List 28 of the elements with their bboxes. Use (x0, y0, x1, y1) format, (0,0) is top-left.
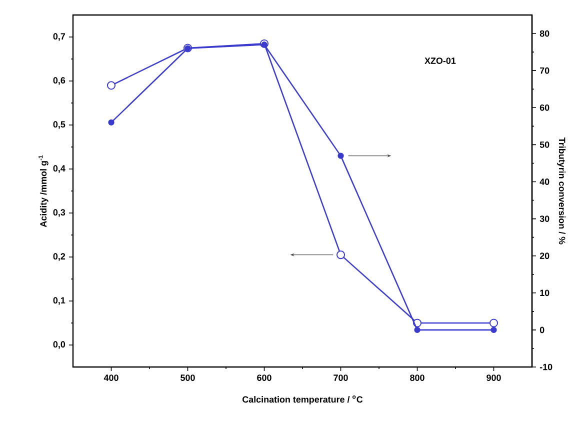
y2-tick-label: 40 (540, 178, 550, 185)
y-tick-label: 0,3 (53, 209, 66, 217)
y-tick-label: 0,2 (53, 253, 66, 261)
y2-tick-label: 50 (540, 142, 550, 148)
y2-axis-title: Tributyrin conversion / % (557, 138, 566, 244)
x-axis-title: Calcination temperature / $^{o}$C (242, 396, 363, 404)
y2-tick-label: 30 (540, 216, 550, 222)
y-tick-label: 0,7 (53, 33, 66, 41)
x-tick-label: 900 (486, 374, 501, 381)
y-tick-label: 0,1 (53, 297, 66, 305)
y2-tick-label: 20 (540, 252, 550, 260)
y2-tick-label: 10 (540, 290, 550, 296)
x-tick-label: 800 (410, 374, 424, 381)
x-tick-label: 700 (334, 374, 348, 381)
x-tick-label: 500 (180, 374, 195, 381)
y-tick-label: 0,4 (53, 165, 66, 173)
y-tick-label: 0,5 (53, 121, 66, 129)
y2-tick-label: -10 (540, 364, 552, 370)
y2-tick-label: 60 (540, 104, 550, 111)
annotation: XZO-01 (424, 58, 456, 64)
x-tick-label: 400 (104, 374, 118, 381)
x-tick-label: 600 (257, 374, 272, 381)
y2-tick-label: 0 (540, 326, 544, 334)
y-tick-label: 0,0 (53, 341, 66, 349)
y-tick-label: 0,6 (53, 77, 66, 85)
y2-tick-label: 70 (540, 67, 550, 74)
y2-tick-label: 80 (540, 30, 550, 37)
y-axis-title: Acidity /mmol g$^{-1}$ (38, 155, 48, 228)
